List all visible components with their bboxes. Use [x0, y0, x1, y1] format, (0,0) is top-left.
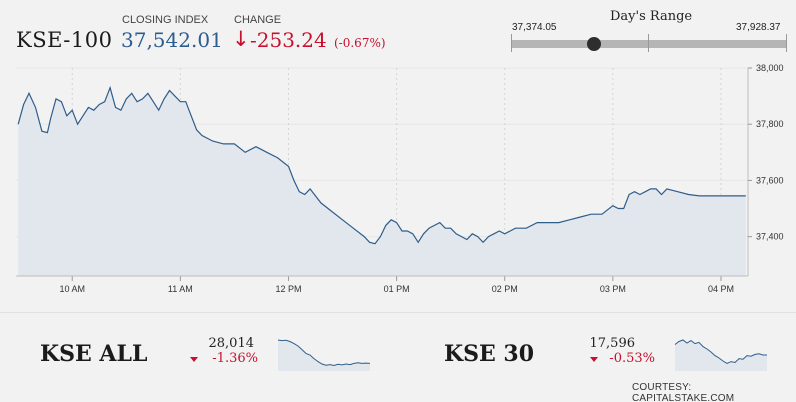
y-tick-label: 38,000: [756, 63, 784, 73]
x-tick-label: 04 PM: [708, 284, 734, 294]
x-tick-label: 12 PM: [275, 284, 301, 294]
days-range-track: [511, 40, 787, 48]
sparkline-line: [674, 339, 767, 364]
down-arrow-icon: ↓: [232, 27, 250, 51]
change-percent: (-0.67%): [334, 36, 386, 50]
intraday-chart: 10 AM 11 AM 12 PM 01 PM 02 PM 03 PM 04 PM 38,00…: [16, 63, 784, 294]
days-range-low: 37,374.05: [512, 22, 557, 33]
mini-index-change-kse-30: -0.53%: [609, 351, 655, 366]
days-range-tick-right: [786, 34, 787, 52]
index-name: KSE-100: [16, 28, 113, 52]
sparkline-area: [278, 340, 370, 371]
mini-indexes-panel: KSE ALL 28,014 -1.36% KSE 30 17,596 -0.5…: [0, 312, 796, 402]
x-tick-label: 10 AM: [59, 284, 85, 294]
y-tick-label: 37,800: [756, 119, 784, 129]
sparkline-kse-30: [674, 339, 767, 371]
sparkline-area: [675, 340, 767, 371]
mini-index-change-kse-all: -1.36%: [212, 351, 258, 366]
mini-index-name-kse-all: KSE ALL: [40, 341, 148, 367]
y-tick-label: 37,600: [756, 175, 784, 185]
change-value: -253.24: [250, 28, 327, 52]
x-tick-label: 11 AM: [168, 284, 193, 294]
days-range-tick-mid: [648, 34, 649, 52]
down-triangle-icon: [190, 357, 198, 362]
x-tick-label: 02 PM: [492, 284, 518, 294]
closing-index-label: CLOSING INDEX: [122, 14, 209, 26]
closing-index-value: 37,542.01: [121, 28, 223, 52]
days-range-high: 37,928.37: [736, 22, 781, 33]
x-tick-label: 01 PM: [384, 284, 410, 294]
days-range-title: Day's Range: [610, 9, 693, 24]
series-area: [18, 87, 746, 276]
mini-index-value-kse-30: 17,596: [589, 336, 636, 351]
sparkline-line: [277, 339, 371, 367]
courtesy-credit: COURTESY: CAPITALSTAKE.COM: [632, 382, 735, 402]
mini-index-value-kse-all: 28,014: [208, 336, 255, 351]
down-triangle-icon: [590, 357, 598, 362]
change-label: CHANGE: [234, 14, 282, 26]
days-range-marker: [586, 37, 601, 51]
series-line: [17, 85, 746, 245]
x-tick-label: 03 PM: [600, 284, 626, 294]
index-header: KSE-100 CLOSING INDEX 37,542.01 CHANGE ↓…: [0, 0, 796, 62]
y-tick-label: 37,400: [756, 232, 784, 242]
sparkline-kse-all: [277, 339, 371, 371]
mini-index-name-kse-30: KSE 30: [444, 341, 535, 367]
days-range-tick-left: [511, 34, 512, 52]
